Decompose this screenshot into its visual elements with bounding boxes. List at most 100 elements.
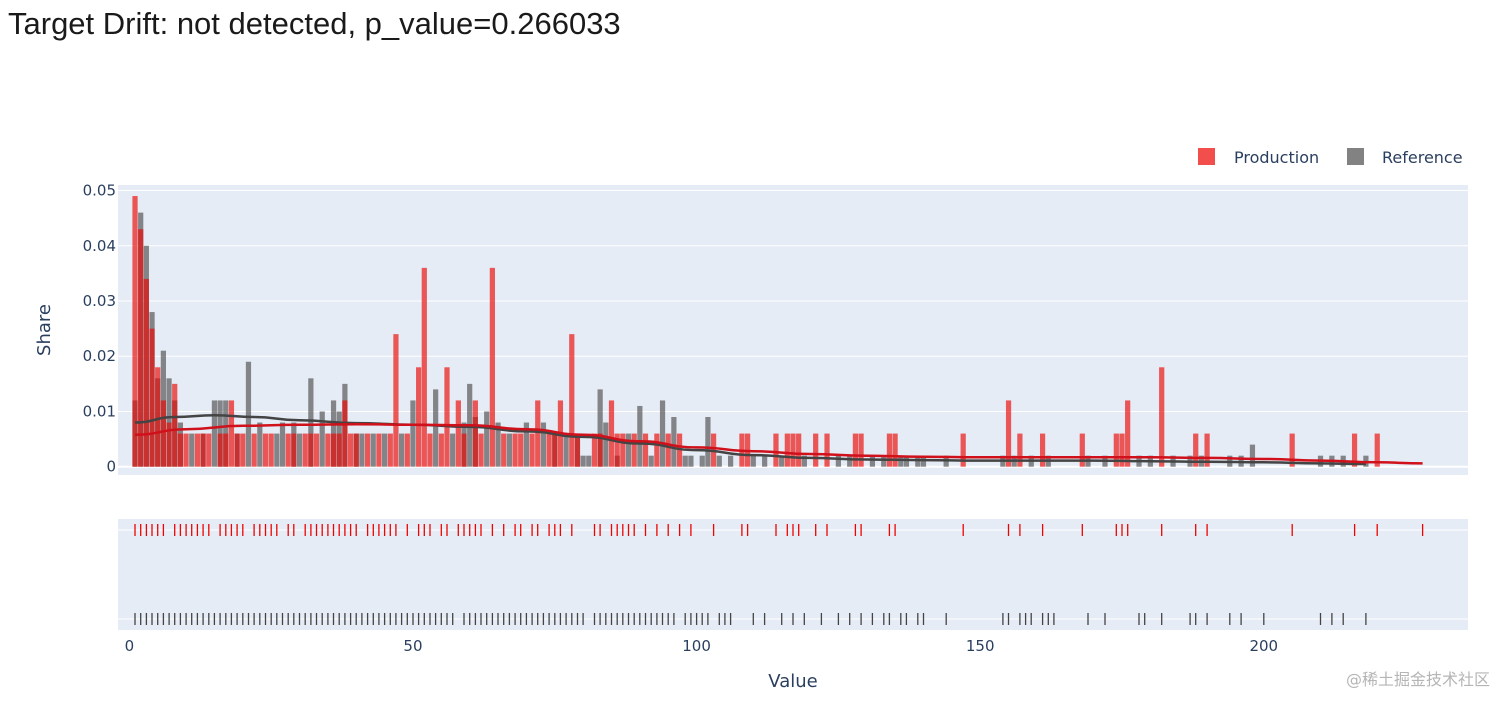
bar-reference[interactable] [484, 411, 490, 467]
bar-production[interactable] [455, 400, 461, 467]
bar-production[interactable] [501, 433, 507, 467]
bar-production[interactable] [217, 433, 223, 467]
bar-reference[interactable] [399, 433, 405, 467]
bar-reference[interactable] [688, 455, 694, 467]
bar-production[interactable] [1204, 433, 1210, 467]
bar-production[interactable] [444, 367, 450, 467]
bar-production[interactable] [597, 433, 603, 467]
bar-reference[interactable] [586, 455, 592, 467]
bar-production[interactable] [376, 433, 382, 467]
bar-production[interactable] [886, 433, 893, 467]
bar-production[interactable] [790, 433, 796, 467]
bar-production[interactable] [138, 229, 144, 467]
bar-reference[interactable] [716, 455, 722, 467]
bar-production[interactable] [1119, 433, 1125, 467]
bar-reference[interactable] [257, 422, 263, 467]
bar-reference[interactable] [450, 433, 456, 467]
bar-reference[interactable] [603, 422, 609, 467]
bar-production[interactable] [342, 400, 348, 467]
bar-reference[interactable] [506, 433, 512, 467]
bar-production[interactable] [569, 334, 575, 467]
bar-production[interactable] [529, 433, 535, 467]
bar-production[interactable] [489, 267, 495, 467]
bar-production[interactable] [858, 433, 864, 467]
bar-production[interactable] [1351, 433, 1358, 467]
bar-production[interactable] [268, 433, 274, 467]
bar-production[interactable] [132, 196, 138, 467]
bar-reference[interactable] [659, 400, 666, 467]
bar-production[interactable] [813, 433, 819, 467]
legend-item-production[interactable]: Production [1198, 148, 1319, 167]
bar-production[interactable] [591, 433, 598, 467]
bar-production[interactable] [512, 433, 518, 467]
bar-reference[interactable] [750, 455, 756, 467]
bar-production[interactable] [631, 433, 637, 467]
bar-production[interactable] [546, 433, 552, 467]
bar-production[interactable] [313, 433, 320, 467]
bar-reference[interactable] [779, 455, 785, 467]
bar-production[interactable] [665, 433, 671, 467]
bar-reference[interactable] [274, 433, 280, 467]
bar-reference[interactable] [296, 433, 303, 467]
bar-production[interactable] [642, 433, 649, 467]
bar-reference[interactable] [835, 455, 841, 467]
bar-reference[interactable] [523, 422, 530, 467]
bar-reference[interactable] [671, 417, 677, 467]
bar-production[interactable] [155, 367, 161, 467]
bar-production[interactable] [387, 433, 393, 467]
bar-production[interactable] [960, 433, 966, 467]
bar-production[interactable] [1017, 433, 1023, 467]
bar-production[interactable] [608, 400, 615, 467]
bar-production[interactable] [1079, 433, 1085, 467]
bar-production[interactable] [404, 433, 410, 467]
bar-production[interactable] [308, 433, 314, 467]
bar-production[interactable] [285, 433, 291, 467]
bar-production[interactable] [234, 433, 240, 467]
bar-production[interactable] [1113, 433, 1119, 467]
bar-production[interactable] [353, 433, 359, 467]
bar-production[interactable] [427, 433, 433, 467]
bar-production[interactable] [824, 433, 830, 467]
bar-production[interactable] [1039, 433, 1046, 467]
bar-production[interactable] [364, 433, 371, 467]
bar-production[interactable] [852, 433, 859, 467]
bar-reference[interactable] [359, 433, 365, 467]
bar-production[interactable] [620, 433, 626, 467]
bar-reference[interactable] [898, 455, 904, 467]
bar-reference[interactable] [881, 455, 887, 467]
bar-reference[interactable] [563, 433, 569, 467]
bar-production[interactable] [336, 433, 342, 467]
bar-reference[interactable] [189, 433, 195, 467]
bar-reference[interactable] [381, 433, 388, 467]
bar-reference[interactable] [370, 433, 376, 467]
bar-production[interactable] [251, 433, 257, 467]
bar-reference[interactable] [762, 455, 768, 467]
bar-production[interactable] [574, 433, 581, 467]
bar-reference[interactable] [245, 361, 252, 467]
bar-production[interactable] [143, 278, 149, 467]
bar-production[interactable] [200, 433, 206, 467]
bar-reference[interactable] [705, 417, 711, 467]
bar-production[interactable] [228, 400, 235, 467]
bar-production[interactable] [262, 433, 269, 467]
bar-production[interactable] [1159, 367, 1165, 467]
bar-reference[interactable] [540, 422, 547, 467]
bar-production[interactable] [892, 433, 898, 467]
bar-reference[interactable] [279, 422, 286, 467]
bar-production[interactable] [149, 328, 155, 467]
bar-reference[interactable] [637, 405, 643, 467]
bar-reference[interactable] [625, 433, 632, 467]
bar-production[interactable] [223, 433, 229, 467]
bar-reference[interactable] [211, 400, 218, 467]
bar-production[interactable] [518, 433, 524, 467]
bar-production[interactable] [1374, 433, 1380, 467]
kde-line-reference[interactable] [134, 414, 1366, 466]
bar-production[interactable] [1193, 433, 1199, 467]
bar-production[interactable] [291, 433, 297, 467]
bar-reference[interactable] [699, 455, 705, 467]
kde-line-production[interactable] [134, 422, 1423, 465]
bar-production[interactable] [325, 433, 331, 467]
bar-reference[interactable] [410, 400, 416, 467]
bar-production[interactable] [461, 433, 467, 467]
legend[interactable]: Production Reference [1198, 148, 1463, 167]
